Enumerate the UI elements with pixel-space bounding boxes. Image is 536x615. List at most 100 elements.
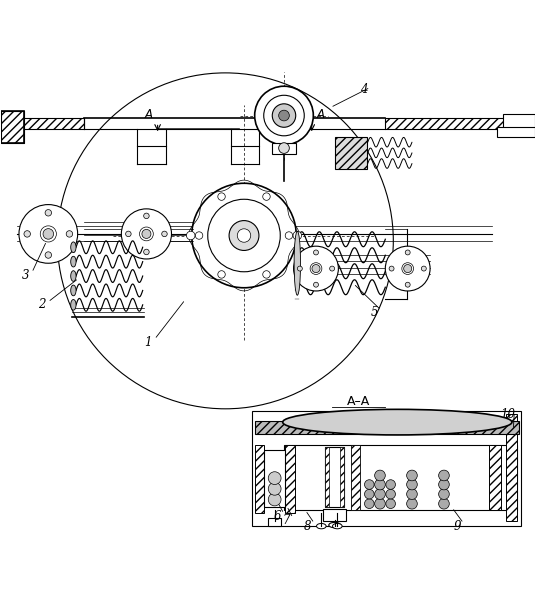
Bar xyxy=(385,118,534,129)
Circle shape xyxy=(229,221,259,250)
Bar xyxy=(294,125,304,135)
Bar xyxy=(340,447,344,507)
Bar xyxy=(503,114,534,129)
Bar xyxy=(264,125,274,135)
Circle shape xyxy=(285,232,293,239)
Bar xyxy=(2,111,24,143)
Bar xyxy=(325,447,329,507)
Bar xyxy=(255,445,264,513)
Text: 3: 3 xyxy=(21,269,29,282)
Circle shape xyxy=(24,231,31,237)
Circle shape xyxy=(218,271,225,278)
Text: 10: 10 xyxy=(501,408,516,421)
Circle shape xyxy=(121,209,172,259)
Ellipse shape xyxy=(294,231,301,295)
Ellipse shape xyxy=(71,242,76,253)
Circle shape xyxy=(386,499,396,509)
Circle shape xyxy=(407,470,418,481)
Circle shape xyxy=(264,95,304,136)
Circle shape xyxy=(375,479,385,490)
Circle shape xyxy=(125,231,131,237)
Circle shape xyxy=(438,489,449,499)
Circle shape xyxy=(312,264,320,272)
Text: А: А xyxy=(317,108,325,121)
Circle shape xyxy=(314,282,318,287)
Circle shape xyxy=(294,246,338,291)
Circle shape xyxy=(386,490,396,499)
Circle shape xyxy=(407,489,418,499)
Bar xyxy=(325,447,344,507)
Ellipse shape xyxy=(71,271,76,282)
Circle shape xyxy=(405,282,410,287)
Circle shape xyxy=(43,229,54,239)
Circle shape xyxy=(364,499,374,509)
Circle shape xyxy=(187,231,195,240)
Circle shape xyxy=(407,498,418,509)
Bar xyxy=(489,445,501,510)
Text: 2: 2 xyxy=(38,298,45,311)
Text: 5: 5 xyxy=(371,306,378,319)
Circle shape xyxy=(279,110,289,121)
Circle shape xyxy=(144,249,149,255)
Circle shape xyxy=(364,480,374,490)
Text: А: А xyxy=(144,108,152,121)
Circle shape xyxy=(292,131,299,138)
Circle shape xyxy=(293,231,302,240)
Text: А–А: А–А xyxy=(347,395,370,408)
Circle shape xyxy=(364,490,374,499)
Bar xyxy=(272,143,296,154)
Circle shape xyxy=(269,92,277,100)
Text: 1: 1 xyxy=(144,336,152,349)
Circle shape xyxy=(195,232,203,239)
Bar xyxy=(268,518,281,526)
Circle shape xyxy=(404,264,412,272)
Circle shape xyxy=(144,213,149,218)
Bar xyxy=(2,111,24,143)
Text: 9: 9 xyxy=(453,520,461,533)
Ellipse shape xyxy=(317,523,326,529)
Circle shape xyxy=(263,193,270,200)
Circle shape xyxy=(421,266,426,271)
Circle shape xyxy=(66,231,73,237)
Circle shape xyxy=(268,482,281,495)
Circle shape xyxy=(237,229,251,242)
Ellipse shape xyxy=(71,256,76,267)
Circle shape xyxy=(19,205,78,263)
Bar xyxy=(334,137,367,169)
Circle shape xyxy=(438,479,449,490)
Bar xyxy=(285,445,295,513)
Bar xyxy=(507,414,517,521)
Circle shape xyxy=(263,271,270,278)
Circle shape xyxy=(386,480,396,490)
Bar xyxy=(252,411,522,526)
Circle shape xyxy=(389,266,394,271)
Circle shape xyxy=(297,266,302,271)
Circle shape xyxy=(45,210,51,216)
Circle shape xyxy=(375,489,385,499)
Bar xyxy=(497,127,534,137)
Circle shape xyxy=(302,112,310,119)
Ellipse shape xyxy=(282,410,512,435)
Bar xyxy=(284,445,517,510)
Circle shape xyxy=(375,470,385,481)
Circle shape xyxy=(438,470,449,481)
Ellipse shape xyxy=(71,285,76,296)
Circle shape xyxy=(272,104,296,127)
Bar xyxy=(2,118,84,129)
Circle shape xyxy=(292,92,299,100)
Circle shape xyxy=(279,143,289,153)
Text: 7: 7 xyxy=(283,514,291,527)
Circle shape xyxy=(407,479,418,490)
Ellipse shape xyxy=(332,523,342,529)
Circle shape xyxy=(385,246,430,291)
Circle shape xyxy=(218,193,225,200)
Bar xyxy=(255,421,519,434)
Circle shape xyxy=(255,86,314,145)
Bar xyxy=(264,450,285,507)
Circle shape xyxy=(314,250,318,255)
Bar xyxy=(351,445,360,510)
Circle shape xyxy=(45,252,51,258)
Circle shape xyxy=(208,199,280,272)
Circle shape xyxy=(330,266,334,271)
Circle shape xyxy=(269,131,277,138)
